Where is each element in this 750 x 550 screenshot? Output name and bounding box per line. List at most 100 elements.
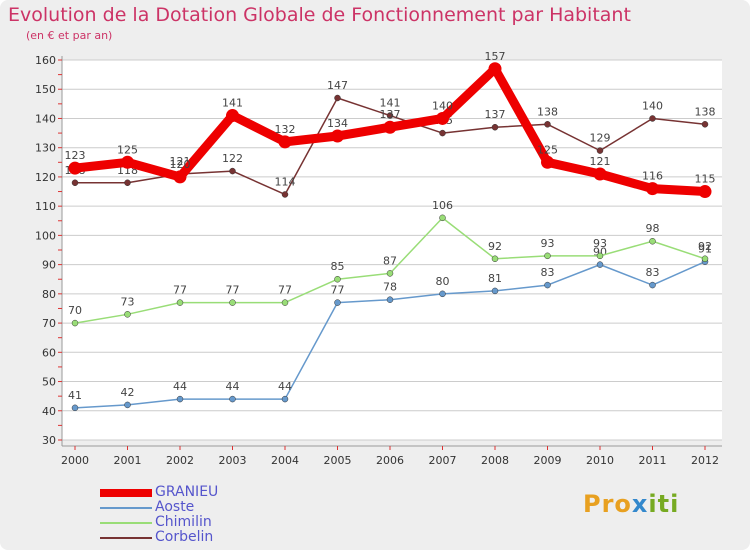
legend-swatch xyxy=(100,536,152,539)
data-label-chimilin: 92 xyxy=(488,240,502,253)
data-point-chimilin xyxy=(439,214,446,222)
data-label-chimilin: 93 xyxy=(593,237,607,250)
legend: GRANIEU Aoste Chimilin Corbelin xyxy=(100,485,218,545)
data-point-granieu xyxy=(68,161,82,175)
data-point-chimilin xyxy=(334,275,341,283)
data-label-chimilin: 77 xyxy=(278,284,292,297)
data-label-chimilin: 73 xyxy=(121,295,135,308)
data-point-granieu xyxy=(698,185,712,199)
data-point-aoste xyxy=(544,281,551,289)
data-point-aoste xyxy=(386,296,394,303)
data-label-aoste: 83 xyxy=(646,266,660,279)
legend-item: Aoste xyxy=(100,500,218,515)
data-point-chimilin xyxy=(124,311,131,318)
data-point-aoste xyxy=(491,287,499,295)
data-point-corbelin xyxy=(124,179,131,187)
data-label-granieu: 115 xyxy=(695,173,716,186)
data-label-granieu: 125 xyxy=(537,143,558,156)
data-point-aoste xyxy=(439,290,446,298)
data-point-chimilin xyxy=(701,255,709,263)
data-label-corbelin: 138 xyxy=(695,105,716,118)
data-label-corbelin: 138 xyxy=(537,105,558,118)
data-point-aoste xyxy=(71,404,79,412)
data-label-chimilin: 85 xyxy=(331,260,345,273)
data-point-chimilin xyxy=(281,299,289,306)
x-tick-label: 2007 xyxy=(429,454,457,467)
x-tick-label: 2010 xyxy=(586,454,614,467)
legend-item: Chimilin xyxy=(100,515,218,530)
data-point-corbelin xyxy=(281,191,289,198)
data-label-chimilin: 92 xyxy=(698,240,712,253)
data-point-corbelin xyxy=(491,123,499,131)
y-tick-label: 70 xyxy=(42,317,56,330)
data-point-granieu xyxy=(541,155,554,169)
y-tick-label: 80 xyxy=(42,288,56,301)
data-point-chimilin xyxy=(229,299,236,306)
y-tick-label: 100 xyxy=(35,229,56,242)
data-point-corbelin xyxy=(229,167,236,175)
data-label-corbelin: 140 xyxy=(642,99,663,112)
data-point-chimilin xyxy=(386,270,394,277)
data-point-chimilin xyxy=(544,252,551,260)
data-label-granieu: 121 xyxy=(590,155,611,168)
data-point-granieu xyxy=(488,62,502,76)
data-label-aoste: 44 xyxy=(278,380,292,393)
y-tick-label: 130 xyxy=(35,142,56,155)
y-tick-label: 160 xyxy=(35,54,56,67)
legend-label: Chimilin xyxy=(155,514,212,530)
y-tick-label: 50 xyxy=(42,376,56,389)
data-label-aoste: 41 xyxy=(68,389,82,402)
data-label-aoste: 77 xyxy=(331,284,345,297)
y-tick-label: 40 xyxy=(42,405,56,418)
data-label-corbelin: 141 xyxy=(380,97,401,110)
data-point-granieu xyxy=(646,182,659,196)
data-label-corbelin: 129 xyxy=(590,132,611,145)
x-tick-label: 2003 xyxy=(219,454,247,467)
data-label-chimilin: 77 xyxy=(173,284,187,297)
data-label-chimilin: 70 xyxy=(68,304,82,317)
data-label-corbelin: 122 xyxy=(222,152,243,165)
data-point-aoste xyxy=(176,395,184,403)
x-tick-label: 2001 xyxy=(114,454,142,467)
data-label-granieu: 134 xyxy=(327,117,348,130)
data-point-corbelin xyxy=(701,121,709,128)
y-tick-label: 120 xyxy=(35,171,56,184)
data-point-corbelin xyxy=(334,94,341,102)
data-label-granieu: 132 xyxy=(275,123,296,136)
data-label-chimilin: 77 xyxy=(226,284,240,297)
data-label-aoste: 83 xyxy=(541,266,555,279)
y-tick-label: 110 xyxy=(35,200,56,213)
data-point-granieu xyxy=(331,129,344,143)
data-label-chimilin: 106 xyxy=(432,199,453,212)
data-point-granieu xyxy=(593,167,607,181)
legend-label: Corbelin xyxy=(155,529,214,545)
data-point-corbelin xyxy=(544,121,551,128)
data-label-aoste: 78 xyxy=(383,281,397,294)
data-point-chimilin xyxy=(649,237,656,245)
data-point-granieu xyxy=(278,135,292,149)
data-point-corbelin xyxy=(386,112,394,119)
legend-item: GRANIEU xyxy=(100,485,218,500)
y-tick-label: 60 xyxy=(42,346,56,359)
data-point-aoste xyxy=(281,395,289,403)
y-tick-label: 140 xyxy=(35,112,56,125)
data-label-aoste: 80 xyxy=(436,275,450,288)
x-tick-label: 2005 xyxy=(324,454,352,467)
data-label-granieu: 120 xyxy=(170,158,191,171)
data-label-aoste: 44 xyxy=(226,380,240,393)
data-label-granieu: 116 xyxy=(642,170,663,183)
data-point-aoste xyxy=(649,281,656,289)
data-label-granieu: 157 xyxy=(485,50,506,63)
data-point-chimilin xyxy=(71,319,79,327)
legend-item: Corbelin xyxy=(100,530,218,545)
data-point-chimilin xyxy=(176,299,184,306)
x-tick-label: 2004 xyxy=(271,454,299,467)
legend-swatch xyxy=(100,506,152,509)
data-point-aoste xyxy=(124,401,131,409)
legend-label: GRANIEU xyxy=(155,484,219,500)
data-label-aoste: 42 xyxy=(121,386,135,399)
x-tick-label: 2002 xyxy=(166,454,194,467)
data-label-granieu: 137 xyxy=(380,108,401,121)
data-point-corbelin xyxy=(649,115,656,122)
